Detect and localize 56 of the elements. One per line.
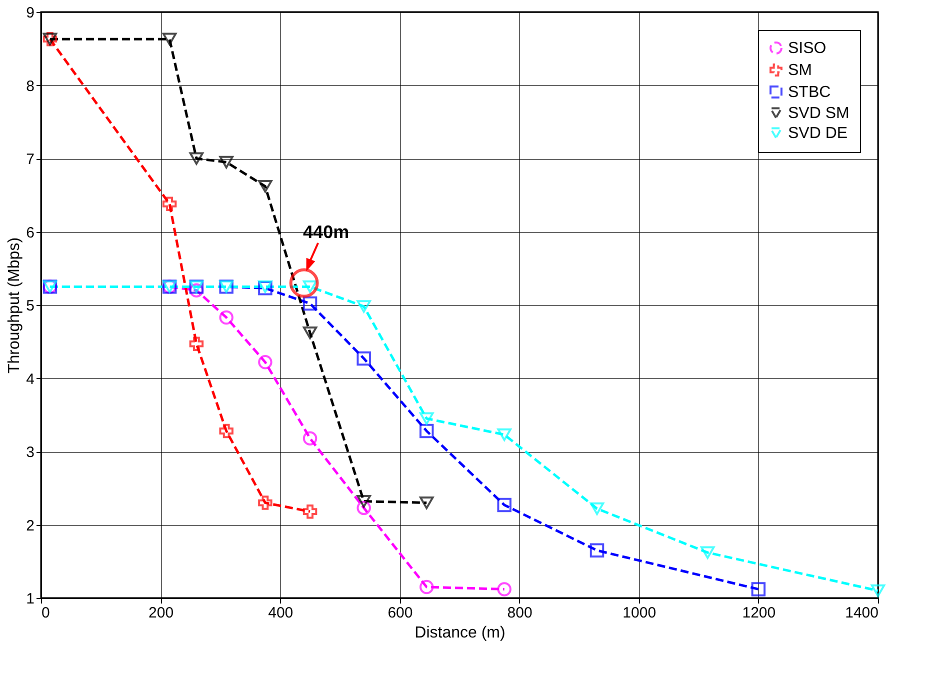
point [590, 502, 604, 515]
x-tick-label: 0 [42, 604, 50, 622]
point [302, 326, 318, 340]
x-axis-title: Distance (m) [414, 624, 506, 642]
point [497, 582, 512, 596]
y-tick-label: 7 [26, 151, 34, 168]
point [590, 543, 604, 558]
point [302, 504, 318, 519]
y-tick-label: 6 [26, 224, 34, 242]
y-tick-label: 4 [26, 370, 34, 388]
point [189, 336, 204, 351]
point [497, 428, 512, 441]
point [870, 584, 886, 597]
point [419, 580, 434, 594]
point [219, 424, 234, 438]
point [258, 355, 272, 370]
point [189, 152, 204, 165]
point [219, 156, 234, 168]
x-tick-label: 400 [268, 604, 294, 622]
point [258, 280, 272, 293]
point [302, 296, 318, 311]
x-tick-label: 1200 [742, 604, 776, 622]
legend-label: STBC [788, 84, 831, 101]
y-axis-title: Throughput (Mbps) [6, 237, 24, 374]
point [751, 582, 766, 596]
y-tick-label: 9 [26, 4, 34, 22]
y-tick-label: 8 [26, 78, 34, 95]
point [162, 196, 177, 212]
point [302, 431, 318, 446]
y-tick-label: 3 [26, 444, 34, 461]
point [356, 500, 371, 516]
y-tick-label: 2 [26, 517, 34, 534]
x-tick-label: 800 [507, 604, 532, 622]
point [258, 180, 272, 193]
legend-label: SISO [788, 40, 826, 57]
point [419, 424, 434, 438]
point [497, 498, 512, 512]
point [419, 496, 434, 510]
legend-label: SM [788, 62, 812, 79]
point [356, 495, 371, 508]
point [356, 351, 371, 366]
point [700, 546, 715, 559]
x-tick-label: 1400 [845, 604, 878, 622]
y-tick-label: 5 [26, 298, 34, 314]
point [258, 496, 272, 510]
x-tick-label: 200 [148, 604, 174, 622]
x-tick-label: 600 [388, 604, 413, 622]
point [356, 300, 371, 313]
x-tick-label: 1000 [622, 604, 656, 622]
point [162, 32, 177, 46]
legend-label: SVD DE [788, 125, 848, 142]
legend-label: SVD SM [788, 105, 850, 122]
point [219, 310, 234, 325]
point [189, 283, 204, 298]
point [419, 412, 434, 425]
y-tick-label: 1 [26, 590, 34, 608]
